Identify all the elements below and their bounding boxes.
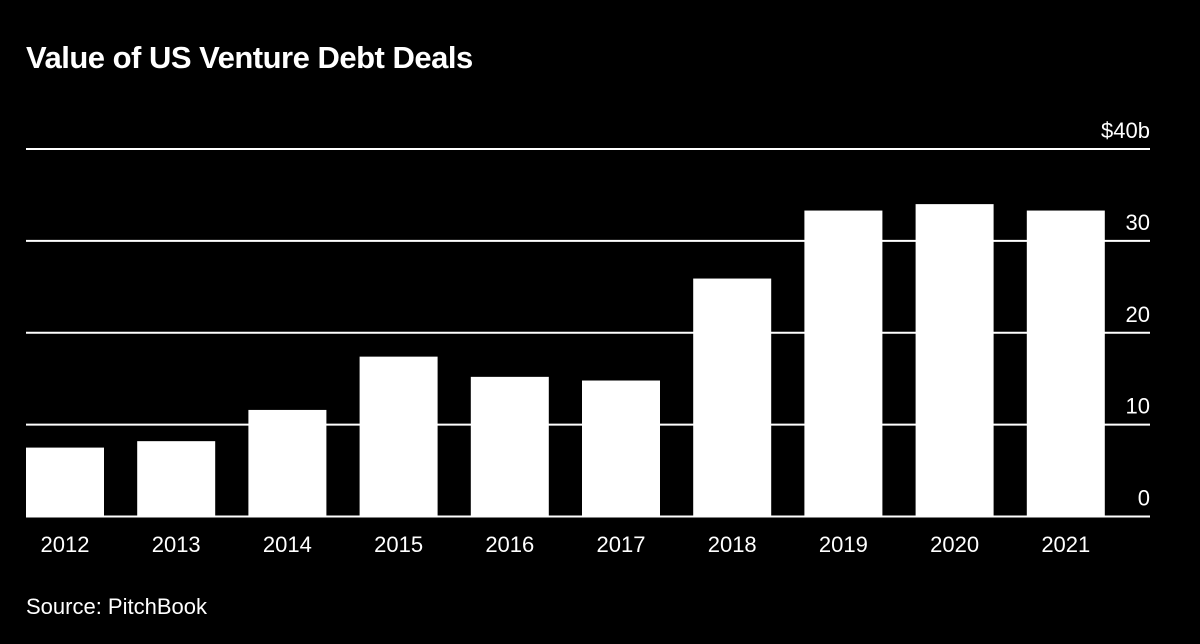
x-tick-label: 2015	[374, 532, 423, 557]
bar-2020	[915, 204, 994, 517]
bar-2019	[804, 210, 883, 517]
y-tick-label: 30	[1126, 210, 1150, 235]
bar-2017	[582, 380, 660, 517]
bar-2015	[359, 356, 438, 517]
y-tick-label: $40b	[1101, 118, 1150, 143]
x-tick-label: 2013	[152, 532, 201, 557]
bar-2018	[693, 278, 772, 517]
x-tick-label: 2021	[1041, 532, 1090, 557]
bar-2016	[470, 376, 549, 517]
x-tick-label: 2017	[597, 532, 646, 557]
x-tick-label: 2018	[708, 532, 757, 557]
source-note: Source: PitchBook	[26, 594, 207, 619]
bar-2012	[26, 447, 104, 517]
bar-2013	[137, 441, 216, 517]
y-tick-label: 20	[1126, 302, 1150, 327]
bar-2014	[248, 409, 327, 517]
x-tick-label: 2014	[263, 532, 312, 557]
bar-2021	[1026, 210, 1105, 517]
y-tick-label: 0	[1138, 486, 1150, 511]
y-tick-label: 10	[1126, 394, 1150, 419]
x-tick-label: 2012	[41, 532, 90, 557]
x-tick-label: 2019	[819, 532, 868, 557]
x-tick-label: 2016	[485, 532, 534, 557]
chart-title: Value of US Venture Debt Deals	[26, 40, 473, 75]
x-tick-label: 2020	[930, 532, 979, 557]
